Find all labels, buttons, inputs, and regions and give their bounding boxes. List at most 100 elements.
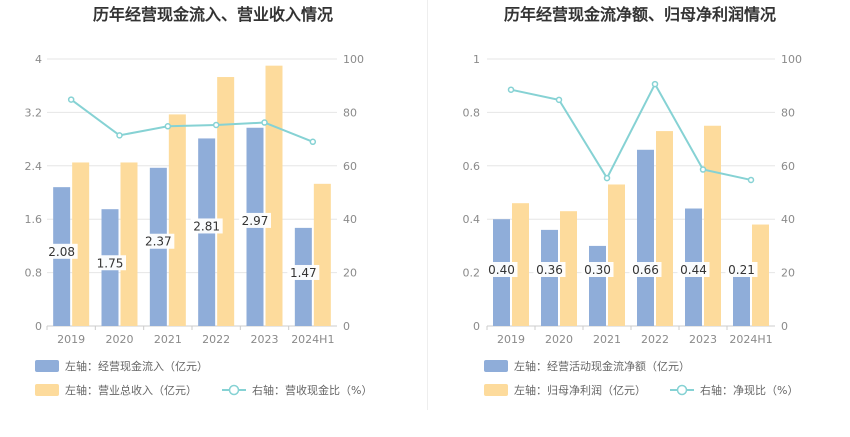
ratio-line-point bbox=[67, 96, 75, 103]
ratio-line-point bbox=[747, 176, 755, 184]
ratio-line-point bbox=[699, 166, 707, 173]
data-label: 2.37 bbox=[145, 235, 172, 249]
right-axis-tick-label: 60 bbox=[343, 160, 357, 173]
data-label: 2.08 bbox=[48, 245, 75, 259]
chart-title: 历年经营现金流入、营业收入情况 bbox=[93, 5, 333, 24]
legend-swatch bbox=[35, 384, 59, 396]
right-axis-tick-label: 100 bbox=[781, 53, 802, 66]
x-axis-tick-label: 2023 bbox=[689, 333, 717, 346]
left-axis-tick-label: 0 bbox=[35, 320, 42, 333]
legend-label: 右轴：营收现金比（%） bbox=[252, 383, 372, 397]
x-axis-tick-label: 2022 bbox=[202, 333, 230, 346]
ratio-line-point bbox=[603, 174, 611, 182]
ratio-line-point bbox=[555, 96, 563, 104]
primary-bar bbox=[733, 269, 750, 326]
legend-line-marker bbox=[676, 384, 688, 396]
ratio-line-point bbox=[309, 138, 317, 146]
legend-label: 左轴：经营活动现金流净额（亿元） bbox=[514, 359, 690, 373]
right-axis-tick-label: 40 bbox=[781, 213, 795, 226]
data-label-background bbox=[142, 233, 175, 249]
right-axis-tick-label: 0 bbox=[781, 320, 788, 333]
data-label-background bbox=[190, 218, 223, 234]
x-axis-tick-label: 2021 bbox=[154, 333, 182, 346]
left-axis-tick-label: 4 bbox=[35, 53, 42, 66]
ratio-line-point bbox=[164, 123, 172, 130]
left-axis-tick-label: 1 bbox=[473, 53, 480, 66]
secondary-bar bbox=[217, 77, 235, 327]
data-label: 0.44 bbox=[680, 263, 707, 277]
secondary-bar bbox=[608, 184, 625, 326]
left-axis-tick-label: 0.8 bbox=[463, 106, 481, 119]
right-axis-tick-label: 100 bbox=[343, 53, 364, 66]
secondary-bar bbox=[313, 183, 331, 326]
secondary-bar bbox=[120, 162, 138, 326]
data-label-background bbox=[533, 262, 566, 277]
data-label: 0.40 bbox=[488, 263, 515, 277]
data-label: 0.21 bbox=[728, 263, 755, 277]
legend-swatch bbox=[484, 384, 508, 396]
secondary-bar bbox=[752, 224, 769, 326]
data-label-background bbox=[485, 262, 518, 277]
left-axis-tick-label: 1.6 bbox=[25, 213, 43, 226]
legend-line-marker bbox=[228, 384, 240, 396]
legend-swatch bbox=[484, 360, 508, 372]
data-label-background bbox=[45, 243, 78, 259]
data-label-background bbox=[287, 264, 320, 280]
data-label: 2.81 bbox=[193, 219, 220, 233]
ratio-line bbox=[70, 98, 314, 143]
right-axis-tick-label: 20 bbox=[343, 267, 357, 280]
x-axis-tick-label: 2022 bbox=[641, 333, 669, 346]
secondary-bar bbox=[512, 203, 529, 326]
ratio-line-point bbox=[212, 121, 220, 129]
primary-bar bbox=[541, 229, 558, 326]
data-label-background bbox=[94, 255, 126, 271]
data-label: 1.47 bbox=[290, 266, 317, 280]
right-axis-tick-label: 20 bbox=[781, 267, 795, 280]
right-axis-tick-label: 0 bbox=[343, 320, 350, 333]
data-label-background bbox=[239, 212, 271, 228]
secondary-bar bbox=[265, 65, 283, 327]
x-axis-tick-label: 2024H1 bbox=[729, 333, 772, 346]
data-label: 2.97 bbox=[242, 214, 269, 228]
ratio-line-point bbox=[116, 132, 123, 139]
left-axis-tick-label: 0.6 bbox=[463, 160, 481, 173]
panel-divider bbox=[427, 0, 428, 410]
right-axis-tick-label: 80 bbox=[343, 106, 357, 119]
data-label: 0.30 bbox=[584, 263, 611, 277]
ratio-line-point bbox=[507, 86, 515, 93]
left-axis-tick-label: 0 bbox=[473, 320, 480, 333]
legend-label: 右轴：净现比（%） bbox=[700, 383, 798, 397]
primary-bar bbox=[637, 149, 654, 326]
secondary-bar bbox=[656, 131, 673, 326]
ratio-line bbox=[510, 81, 752, 181]
legend-label: 左轴：经营现金流入（亿元） bbox=[65, 359, 208, 373]
data-label-background bbox=[629, 262, 662, 277]
x-axis-tick-label: 2019 bbox=[57, 333, 85, 346]
legend-label: 左轴：营业总收入（亿元） bbox=[65, 383, 197, 397]
left-axis-tick-label: 0.4 bbox=[463, 213, 481, 226]
left-axis-tick-label: 2.4 bbox=[25, 160, 43, 173]
x-axis-tick-label: 2020 bbox=[545, 333, 573, 346]
legend-swatch bbox=[35, 360, 59, 372]
legend-label: 左轴：归母净利润（亿元） bbox=[514, 383, 646, 397]
ratio-line-point bbox=[651, 80, 659, 88]
data-label-background bbox=[677, 262, 710, 277]
secondary-bar bbox=[72, 162, 90, 326]
secondary-bar bbox=[704, 125, 721, 326]
x-axis-tick-label: 2021 bbox=[593, 333, 621, 346]
x-axis-tick-label: 2023 bbox=[251, 333, 279, 346]
right-axis-tick-label: 40 bbox=[343, 213, 357, 226]
data-label-background bbox=[725, 262, 758, 277]
left-axis-tick-label: 3.2 bbox=[25, 106, 43, 119]
x-axis-tick-label: 2019 bbox=[497, 333, 525, 346]
data-label: 0.66 bbox=[632, 263, 659, 277]
secondary-bar bbox=[168, 114, 186, 326]
x-axis-tick-label: 2020 bbox=[106, 333, 134, 346]
data-label-background bbox=[581, 262, 614, 277]
right-axis-tick-label: 60 bbox=[781, 160, 795, 173]
ratio-line-point bbox=[261, 119, 268, 126]
chart-title: 历年经营现金流净额、归母净利润情况 bbox=[504, 5, 776, 24]
right-axis-tick-label: 80 bbox=[781, 106, 795, 119]
x-axis-tick-label: 2024H1 bbox=[291, 333, 334, 346]
